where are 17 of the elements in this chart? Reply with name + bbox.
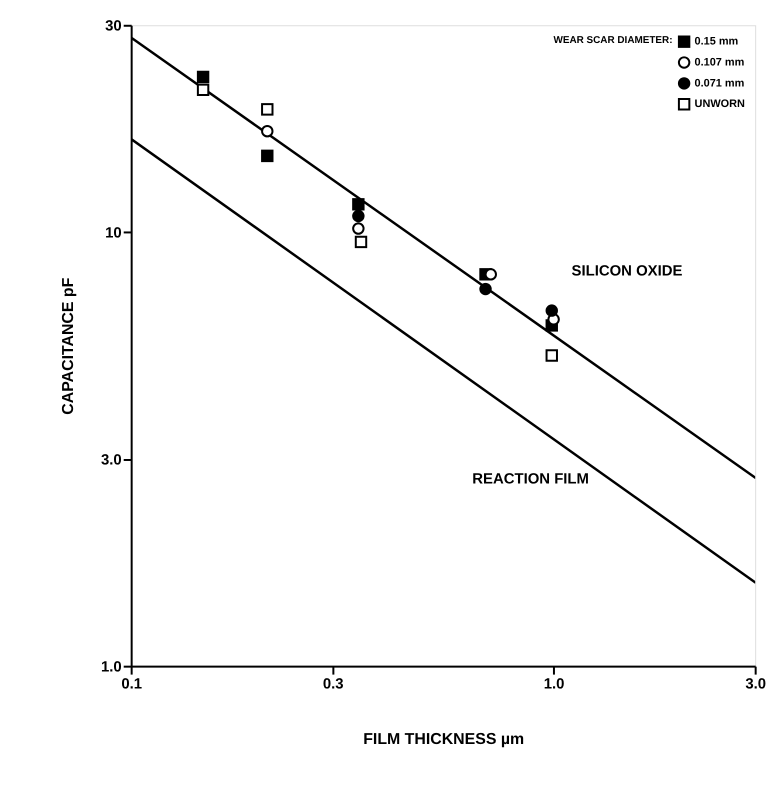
y-tick-label: 30 <box>105 18 122 35</box>
y-tick-label: 10 <box>105 226 122 242</box>
x-tick-label: 3.0 <box>745 676 766 693</box>
legend-label: 0.107 mm <box>694 56 745 69</box>
legend-label: 0.071 mm <box>694 77 745 90</box>
y-axis-title: CAPACITANCE pF <box>60 277 78 415</box>
x-axis-title: FILM THICKNESS µm <box>363 731 524 748</box>
legend-title: WEAR SCAR DIAMETER: <box>553 35 673 46</box>
y-tick-label: 3.0 <box>101 452 122 469</box>
legend-label: UNWORN <box>694 98 746 110</box>
y-tick-label: 1.0 <box>101 660 122 676</box>
legend-label: 0.15 mm <box>694 36 739 48</box>
annotation: SILICON OXIDE <box>572 264 682 280</box>
annotation: REACTION FILM <box>472 471 589 488</box>
x-tick-label: 0.3 <box>322 676 344 693</box>
x-tick-label: 0.1 <box>121 676 142 693</box>
x-tick-label: 1.0 <box>544 676 564 693</box>
